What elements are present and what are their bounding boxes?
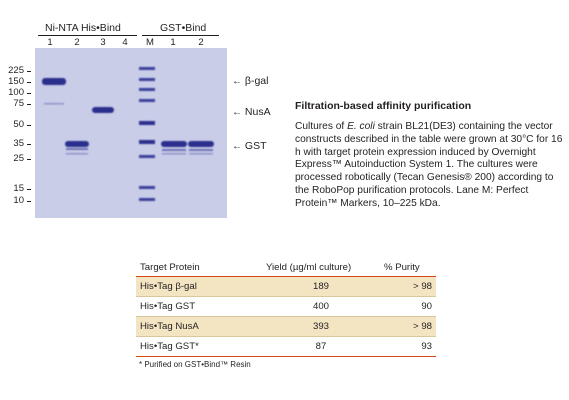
mw-label-75: 75 xyxy=(13,98,24,109)
caption-species: E. coli xyxy=(347,121,375,132)
callout-beta-gal: ← β-gal xyxy=(232,75,268,87)
gst-bind-group-rule xyxy=(142,35,219,36)
arrow-left-icon: ← xyxy=(232,141,242,152)
cell-protein: His•Tag GST xyxy=(136,296,262,317)
purification-results-table: Target Protein Yield (µg/ml culture) % P… xyxy=(136,260,436,357)
callout-beta-gal-label: β-gal xyxy=(244,75,269,87)
cell-purity: 93 xyxy=(380,336,436,357)
arrow-left-icon: ← xyxy=(232,76,242,87)
mw-tick xyxy=(27,93,31,94)
figure-caption: Cultures of E. coli strain BL21(DE3) con… xyxy=(295,121,569,211)
mw-tick xyxy=(27,159,31,160)
mw-tick xyxy=(27,71,31,72)
lane-label-4: 4 xyxy=(122,37,128,48)
table-footnote: * Purified on GST•Bind™ Resin xyxy=(139,360,251,369)
arrow-left-icon: ← xyxy=(232,107,242,118)
cell-yield: 400 xyxy=(262,296,380,317)
lane-label-gst-1: 1 xyxy=(170,37,176,48)
lane-label-1: 1 xyxy=(47,37,53,48)
table-row: His•Tag GST 400 90 xyxy=(136,296,436,317)
cell-yield: 87 xyxy=(262,336,380,357)
cell-purity: > 98 xyxy=(380,316,436,337)
mw-label-10: 10 xyxy=(13,195,24,206)
mw-label-225: 225 xyxy=(8,65,24,76)
mw-tick xyxy=(27,144,31,145)
mw-tick xyxy=(27,104,31,105)
header-target-protein: Target Protein xyxy=(136,260,262,277)
callout-nusa-label: NusA xyxy=(244,106,271,118)
lane-label-3: 3 xyxy=(100,37,106,48)
cell-yield: 189 xyxy=(262,276,380,297)
mw-tick xyxy=(27,82,31,83)
mw-tick xyxy=(27,201,31,202)
callout-gst: ← GST xyxy=(232,140,267,152)
table-row: His•Tag GST* 87 93 xyxy=(136,336,436,357)
cell-protein: His•Tag GST* xyxy=(136,336,262,357)
mw-label-35: 35 xyxy=(13,138,24,149)
lane-label-2: 2 xyxy=(74,37,80,48)
cell-protein: His•Tag NusA xyxy=(136,316,262,337)
table-header-row: Target Protein Yield (µg/ml culture) % P… xyxy=(136,260,436,277)
mw-label-25: 25 xyxy=(13,153,24,164)
figure-title: Filtration-based affinity purification xyxy=(295,100,472,112)
cell-yield: 393 xyxy=(262,316,380,337)
lane-label-gst-2: 2 xyxy=(198,37,204,48)
caption-part-1: Cultures of xyxy=(295,121,348,132)
cell-purity: > 98 xyxy=(380,276,436,297)
mw-label-100: 100 xyxy=(8,87,24,98)
sds-page-gel-image xyxy=(35,48,227,218)
ni-nta-group-label: Ni-NTA His•Bind xyxy=(45,22,121,34)
mw-tick xyxy=(27,189,31,190)
gst-bind-group-label: GST•Bind xyxy=(160,22,207,34)
mw-label-150: 150 xyxy=(8,76,24,87)
cell-purity: 90 xyxy=(380,296,436,317)
table-row: His•Tag β-gal 189 > 98 xyxy=(136,276,436,297)
header-yield: Yield (µg/ml culture) xyxy=(262,260,380,277)
lane-label-marker: M xyxy=(146,37,154,48)
header-purity: % Purity xyxy=(380,260,436,277)
callout-gst-label: GST xyxy=(244,140,267,152)
cell-protein: His•Tag β-gal xyxy=(136,276,262,297)
table-row: His•Tag NusA 393 > 98 xyxy=(136,316,436,337)
callout-nusa: ← NusA xyxy=(232,106,271,118)
caption-part-2: strain BL21(DE3) containing the vector c… xyxy=(295,121,563,209)
mw-label-15: 15 xyxy=(13,183,24,194)
mw-label-50: 50 xyxy=(13,119,24,130)
ni-nta-group-rule xyxy=(38,35,137,36)
mw-tick xyxy=(27,125,31,126)
